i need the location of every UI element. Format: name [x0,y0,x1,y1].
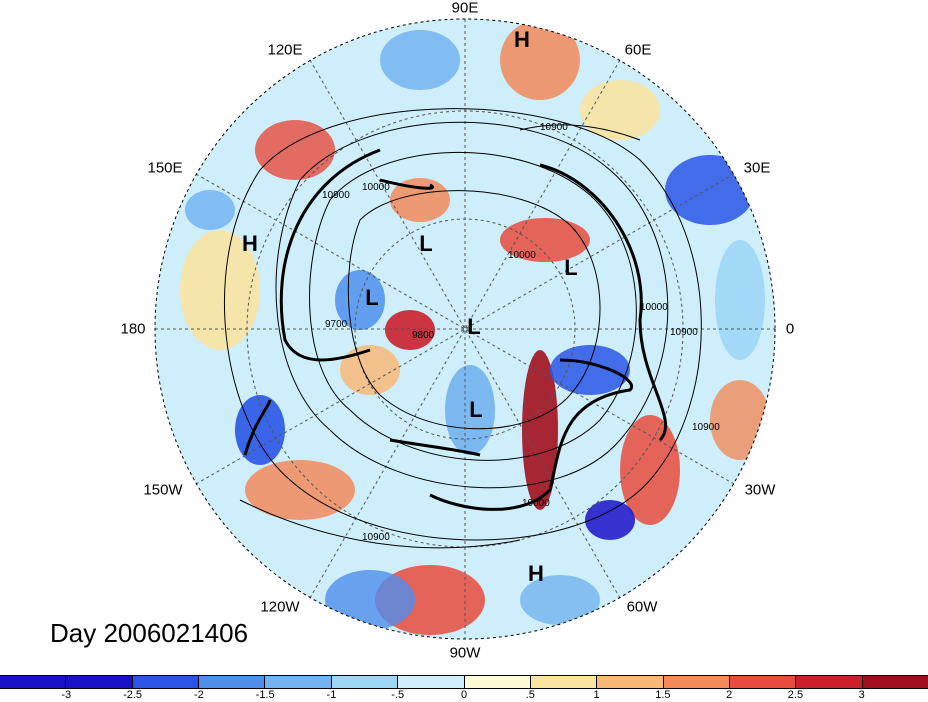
map-boundary [154,18,776,640]
colorbar-swatch [729,676,797,688]
contour-label: 10900 [670,327,698,338]
colorbar-tick-label: -3 [61,689,72,701]
colorbar-swatch [862,676,928,688]
colorbar-swatch [796,676,863,688]
contour-label: 10000 [640,302,668,313]
colorbar-swatch [331,676,399,688]
contour-label: 10900 [692,422,720,433]
lon-label-30w: 30W [744,481,776,499]
lon-label-60w: 60W [626,598,658,616]
colorbar-swatch [66,676,133,688]
contour-label: 10900 [362,532,390,543]
colorbar-swatch [132,676,200,688]
colorbar-tick-label: -2 [193,689,204,701]
colorbar-swatch [0,676,67,688]
colorbar-swatch [398,676,465,688]
low-pressure-marker: L [419,231,433,256]
colorbar-swatch [265,676,332,688]
colorbar [0,675,928,689]
lon-label-0: 0 [785,320,795,338]
colorbar-swatch [663,676,730,688]
colorbar-tick-label: 1.5 [655,689,671,701]
colorbar-tick-label: 3 [858,689,865,701]
colorbar-tick-label: 1 [593,689,600,701]
contour-label: 9800 [412,330,435,341]
colorbar-tick-label: 2 [726,689,733,701]
low-pressure-marker: L [564,255,578,280]
lon-label-120e: 120E [267,41,303,59]
contour-label: 10900 [322,190,350,201]
high-pressure-marker: H [514,27,530,52]
colorbar-tick-label: -1.5 [255,689,275,701]
lon-label-90w: 90W [449,644,481,662]
colorbar-swatch [199,676,266,688]
colorbar-tick-label: -1 [326,689,337,701]
lon-label-30e: 30E [743,159,771,177]
colorbar-tick-label: 0 [460,689,468,701]
contour-label: 10900 [540,122,568,133]
colorbar-swatch [597,676,664,688]
low-pressure-marker: L [469,397,483,422]
contour-labels: 10900 10900 10000 10000 10900 10900 9700… [322,122,720,543]
height-contours [223,108,702,549]
contour-label: 10000 [508,250,536,261]
contour-label: 10000 [522,498,550,509]
low-pressure-marker: L [467,314,481,339]
date-label: Day 2006021406 [50,618,249,648]
lon-label-150e: 150E [147,159,183,177]
colorbar-swatch [464,676,531,688]
contour-label: 10000 [362,182,390,193]
colorbar-swatch [530,676,598,688]
high-pressure-marker: H [242,231,258,256]
colorbar-tick-label: -.5 [391,689,405,701]
contour-label: 9700 [325,319,348,330]
low-pressure-marker: L [365,285,379,310]
lon-label-180: 180 [120,320,146,338]
lon-label-120w: 120W [260,598,300,616]
colorbar-tick-label: 2.5 [787,689,804,701]
lon-label-90e: 90E [451,0,479,17]
colorbar-tick-label: -2.5 [123,689,143,701]
lon-label-150w: 150W [143,481,183,499]
jet-contours [243,148,667,511]
colorbar-tick-label: .5 [525,689,535,701]
lon-label-60e: 60E [624,41,652,59]
high-pressure-marker: H [528,561,544,586]
